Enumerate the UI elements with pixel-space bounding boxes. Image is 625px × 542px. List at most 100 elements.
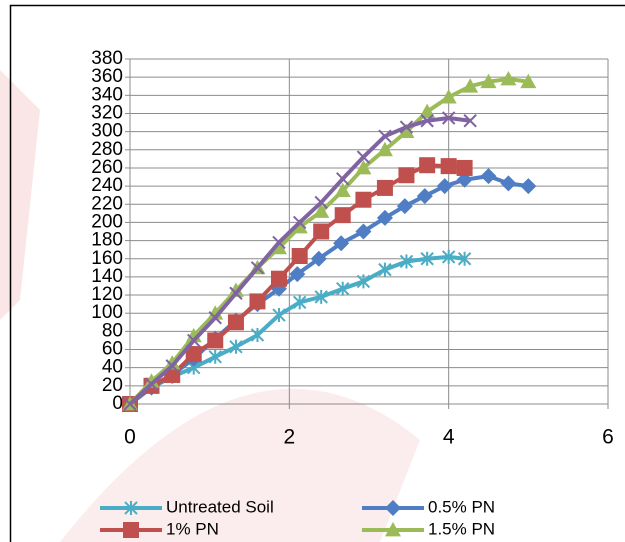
marker — [399, 120, 414, 134]
marker — [440, 89, 457, 104]
marker — [385, 500, 401, 516]
marker — [292, 295, 307, 310]
marker — [462, 78, 479, 93]
marker — [250, 328, 265, 342]
marker — [270, 270, 287, 287]
marker — [270, 239, 287, 255]
legend-item: 1% PN — [100, 519, 219, 538]
legend-item: Untreated Soil — [100, 497, 274, 516]
y-tick-label: 220 — [91, 193, 123, 214]
marker — [291, 218, 308, 234]
marker — [420, 251, 434, 266]
marker — [272, 308, 286, 323]
legend-item: 0.5% PN — [362, 497, 495, 516]
marker — [500, 70, 517, 86]
marker — [314, 195, 328, 210]
marker — [250, 261, 265, 275]
y-tick-label: 180 — [91, 230, 123, 251]
marker — [123, 397, 137, 411]
marker — [419, 103, 436, 119]
marker — [227, 282, 244, 297]
marker — [355, 191, 372, 208]
y-tick-label: 300 — [91, 121, 123, 142]
marker — [355, 223, 372, 240]
marker — [398, 123, 415, 139]
y-tick-label: 0 — [112, 393, 123, 414]
marker — [272, 235, 286, 250]
marker — [291, 248, 308, 265]
marker — [440, 158, 457, 175]
marker — [416, 188, 433, 205]
marker — [419, 157, 436, 174]
marker — [207, 332, 224, 349]
marker — [355, 159, 372, 175]
marker — [456, 159, 473, 176]
marker — [313, 223, 330, 240]
marker — [144, 377, 159, 391]
legend-label: 1% PN — [166, 519, 219, 538]
marker — [123, 522, 139, 538]
marker — [208, 311, 222, 325]
x-tick-label: 6 — [602, 426, 614, 449]
marker — [457, 251, 472, 266]
marker — [480, 73, 497, 89]
y-tick-label: 360 — [91, 66, 123, 87]
legend-label: Untreated Soil — [166, 497, 274, 516]
marker — [336, 172, 350, 186]
marker — [436, 178, 453, 195]
x-tick-label: 0 — [124, 426, 136, 449]
legend-label: 1.5% PN — [428, 519, 495, 538]
marker — [164, 355, 181, 370]
marker — [314, 289, 328, 304]
marker — [398, 167, 415, 184]
y-tick-label: 40 — [102, 357, 123, 378]
marker — [385, 522, 401, 537]
x-tick-label: 4 — [443, 426, 455, 449]
marker — [378, 129, 392, 143]
marker — [208, 349, 222, 364]
marker — [480, 168, 497, 185]
y-tick-label: 260 — [91, 157, 123, 178]
y-tick-label: 160 — [91, 248, 123, 269]
marker — [420, 114, 434, 128]
y-tick-label: 120 — [91, 284, 123, 305]
marker — [356, 150, 371, 164]
marker — [336, 281, 350, 296]
marker — [143, 373, 160, 388]
marker — [376, 179, 393, 196]
marker — [292, 215, 307, 230]
y-tick-label: 340 — [91, 84, 123, 105]
marker — [500, 175, 517, 192]
marker — [441, 249, 456, 264]
marker — [376, 209, 393, 226]
watermark — [0, 70, 40, 320]
legend-label: 0.5% PN — [428, 497, 495, 516]
legend-item: 1.5% PN — [362, 519, 495, 538]
watermark — [60, 388, 420, 542]
y-tick-label: 240 — [91, 175, 123, 196]
y-tick-label: 200 — [91, 211, 123, 232]
y-tick-label: 380 — [91, 48, 123, 69]
marker — [333, 235, 350, 252]
marker — [185, 346, 202, 363]
y-tick-label: 100 — [91, 302, 123, 323]
y-tick-label: 80 — [102, 320, 123, 341]
marker — [334, 182, 351, 198]
marker — [334, 207, 351, 224]
y-tick-label: 280 — [91, 139, 123, 160]
marker — [396, 198, 413, 215]
marker — [229, 339, 243, 354]
marker — [124, 501, 138, 515]
marker — [249, 293, 266, 310]
y-tick-label: 140 — [91, 266, 123, 287]
y-tick-label: 320 — [91, 102, 123, 123]
marker — [165, 359, 179, 373]
chart-border — [9, 4, 625, 542]
marker — [463, 114, 477, 128]
marker — [313, 203, 330, 218]
marker — [441, 111, 456, 125]
marker — [229, 286, 243, 300]
marker — [376, 141, 393, 157]
